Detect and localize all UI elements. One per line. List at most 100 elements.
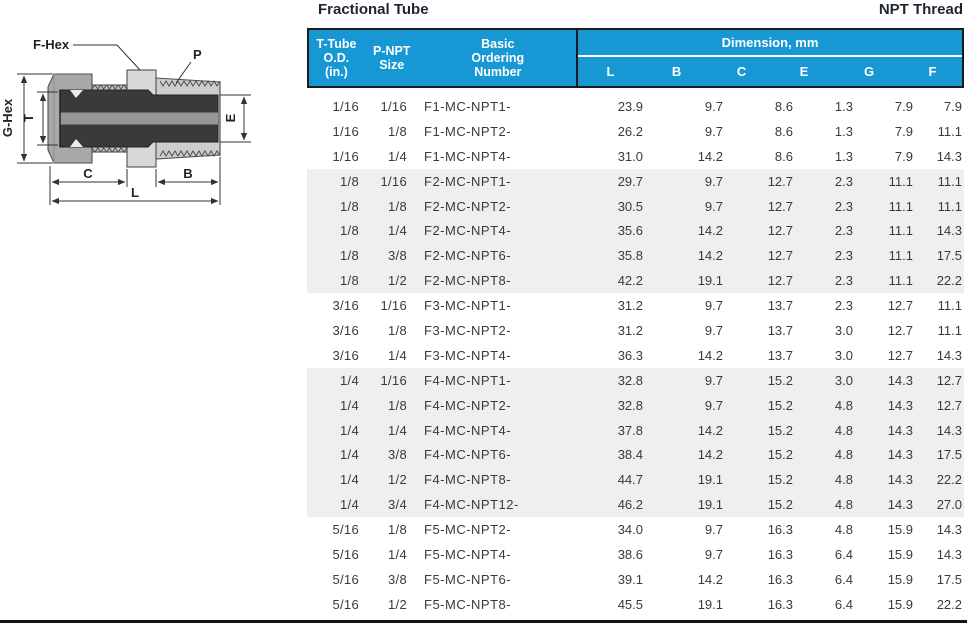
cell-dim-f: 11.1	[937, 298, 962, 314]
cell-dim-f: 14.3	[936, 223, 962, 239]
cell-dim-b: 9.7	[704, 546, 723, 562]
diagram-label-f-hex: F-Hex	[33, 37, 70, 52]
dim-col-header-b: B	[671, 64, 682, 79]
dim-col-header-c: C	[736, 64, 747, 79]
cell-dim-c: 8.6	[774, 98, 793, 114]
cell-ordering-number: F3-MC-NPT4-	[424, 347, 512, 363]
cell-dim-l: 30.5	[617, 198, 643, 214]
cell-npt-size: 1/8	[388, 397, 407, 413]
cell-npt-size: 1/16	[380, 372, 407, 388]
cell-dim-c: 15.2	[767, 447, 793, 463]
cell-dim-l: 34.0	[617, 522, 643, 538]
cell-dim-c: 13.7	[767, 322, 793, 338]
cell-ordering-number: F2-MC-NPT6-	[424, 248, 512, 264]
cell-npt-size: 1/2	[388, 273, 407, 289]
cell-dim-b: 14.2	[697, 148, 723, 164]
cell-ordering-number: F2-MC-NPT1-	[424, 173, 512, 189]
cell-dim-f: 14.3	[936, 347, 962, 363]
cell-ordering-number: F2-MC-NPT2-	[424, 198, 512, 214]
cell-ordering-number: F5-MC-NPT4-	[424, 546, 512, 562]
cell-dim-g: 14.3	[887, 372, 913, 388]
cell-dim-l: 32.8	[617, 397, 643, 413]
cell-dim-l: 32.8	[617, 372, 643, 388]
cell-dim-e: 2.3	[834, 273, 853, 289]
cell-dim-g: 7.9	[894, 98, 913, 114]
cell-dim-e: 2.3	[834, 198, 853, 214]
cell-dim-b: 14.2	[697, 447, 723, 463]
cell-dim-b: 14.2	[697, 571, 723, 587]
cell-tube-od: 1/16	[332, 98, 359, 114]
cell-dim-l: 31.2	[617, 298, 643, 314]
cell-dim-f: 17.5	[936, 248, 962, 264]
cell-tube-od: 5/16	[332, 596, 359, 612]
cell-dim-g: 14.3	[887, 447, 913, 463]
cell-tube-od: 1/4	[340, 472, 359, 488]
cell-dim-g: 15.9	[887, 546, 913, 562]
table-row: 1/4 1/2 F4-MC-NPT8- 44.7 19.1 15.2 4.8 14.3 22.2	[307, 467, 964, 493]
table-row: 1/16 1/8 F1-MC-NPT2- 26.2 9.7 8.6 1.3 7.9 11.1	[307, 119, 964, 144]
cell-dim-f: 11.1	[937, 173, 962, 189]
cell-tube-od: 5/16	[332, 546, 359, 562]
diagram-label-g-hex: G-Hex	[0, 98, 15, 137]
cell-ordering-number: F1-MC-NPT4-	[424, 148, 512, 164]
cell-npt-size: 1/8	[388, 522, 407, 538]
cell-dim-l: 38.6	[617, 546, 643, 562]
cell-dim-c: 15.2	[767, 497, 793, 513]
cell-dim-e: 3.0	[834, 322, 853, 338]
cell-tube-od: 1/16	[332, 123, 359, 139]
cell-tube-od: 1/16	[332, 148, 359, 164]
diagram-label-c: C	[83, 166, 93, 181]
cell-ordering-number: F4-MC-NPT4-	[424, 422, 512, 438]
cell-dim-c: 13.7	[767, 298, 793, 314]
cell-dim-l: 23.9	[617, 98, 643, 114]
cell-npt-size: 3/8	[388, 447, 407, 463]
cell-dim-b: 19.1	[697, 497, 723, 513]
cell-dim-g: 11.1	[888, 273, 913, 289]
cell-dim-e: 2.3	[834, 248, 853, 264]
tube-bore	[59, 82, 221, 155]
cell-npt-size: 3/8	[388, 248, 407, 264]
cell-npt-size: 1/8	[388, 198, 407, 214]
dim-col-header-l: L	[606, 64, 615, 79]
cell-dim-l: 38.4	[617, 447, 643, 463]
cell-dim-l: 44.7	[617, 472, 643, 488]
cell-dim-f: 17.5	[936, 571, 962, 587]
dim-col-header-f: F	[928, 64, 937, 79]
cell-dim-e: 3.0	[834, 372, 853, 388]
cell-dim-b: 19.1	[697, 596, 723, 612]
cell-dim-l: 46.2	[617, 497, 643, 513]
fitting-cross-section-drawing: F-Hex P G-Hex T E C B L	[0, 37, 251, 205]
cell-tube-od: 5/16	[332, 571, 359, 587]
cell-dim-g: 15.9	[887, 522, 913, 538]
cell-ordering-number: F2-MC-NPT8-	[424, 273, 512, 289]
cell-ordering-number: F4-MC-NPT1-	[424, 372, 512, 388]
cell-tube-od: 3/16	[332, 347, 359, 363]
cell-dim-e: 6.4	[834, 596, 853, 612]
cell-npt-size: 1/4	[388, 422, 407, 438]
cell-dim-e: 6.4	[834, 546, 853, 562]
cell-dim-g: 12.7	[887, 298, 913, 314]
cell-ordering-number: F5-MC-NPT8-	[424, 596, 512, 612]
cell-dim-c: 12.7	[767, 173, 793, 189]
cell-tube-od: 1/4	[340, 397, 359, 413]
cell-dim-b: 9.7	[704, 98, 723, 114]
cell-dim-g: 15.9	[887, 596, 913, 612]
cell-npt-size: 1/16	[380, 173, 407, 189]
cell-dim-c: 8.6	[774, 148, 793, 164]
cell-dim-e: 2.3	[834, 173, 853, 189]
cell-tube-od: 1/8	[340, 273, 359, 289]
cell-dim-c: 16.3	[767, 546, 793, 562]
cell-dim-f: 14.3	[936, 546, 962, 562]
cell-tube-od: 3/16	[332, 298, 359, 314]
cell-tube-od: 1/8	[340, 173, 359, 189]
cell-dim-f: 14.3	[936, 522, 962, 538]
cell-dim-f: 22.2	[936, 472, 962, 488]
cell-dim-g: 7.9	[894, 123, 913, 139]
cell-dim-g: 12.7	[887, 322, 913, 338]
cell-dim-c: 15.2	[767, 397, 793, 413]
table-row: 1/4 3/4 F4-MC-NPT12- 46.2 19.1 15.2 4.8 14.3 27.…	[307, 492, 964, 518]
cell-dim-b: 9.7	[704, 298, 723, 314]
cell-tube-od: 1/8	[340, 198, 359, 214]
cell-dim-f: 12.7	[936, 397, 962, 413]
